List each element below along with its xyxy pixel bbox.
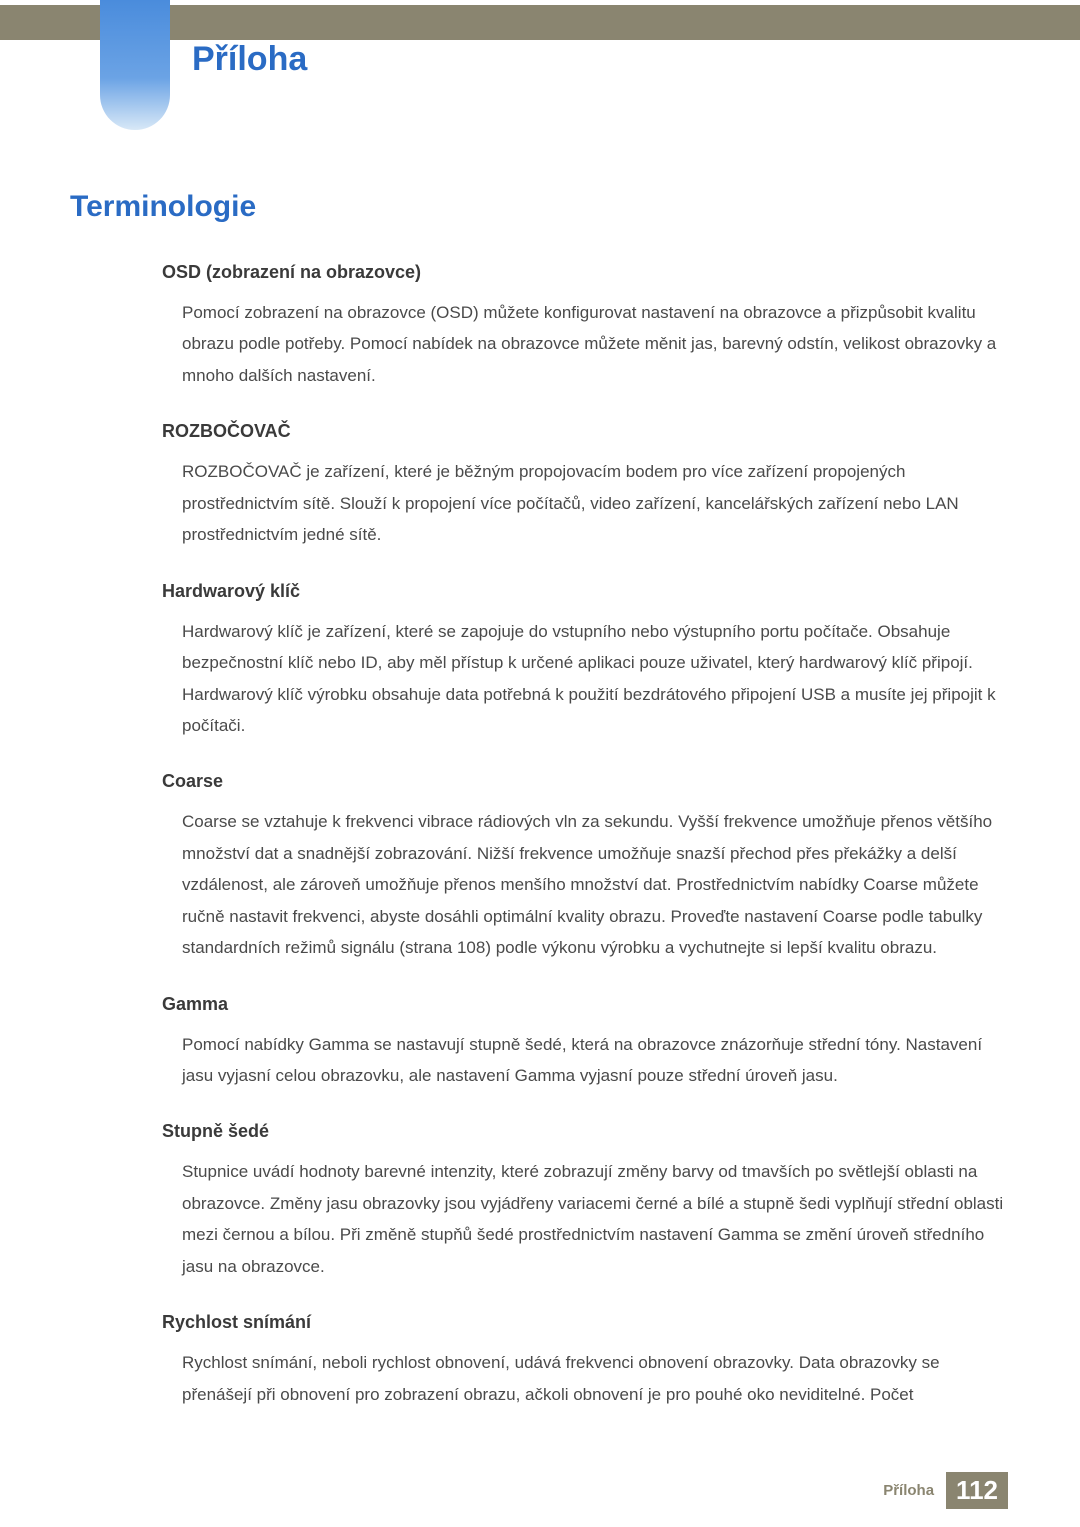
term-heading: Hardwarový klíč [162, 581, 1005, 602]
term-heading: Stupně šedé [162, 1121, 1005, 1142]
term-heading: Gamma [162, 994, 1005, 1015]
page-content: Terminologie OSD (zobrazení na obrazovce… [70, 190, 1005, 1440]
term-body: Rychlost snímání, neboli rychlost obnove… [182, 1347, 1005, 1410]
term-heading: ROZBOČOVAČ [162, 421, 1005, 442]
page-footer: Příloha 112 [883, 1472, 1008, 1509]
term-body: Pomocí nabídky Gamma se nastavují stupně… [182, 1029, 1005, 1092]
term-heading: Coarse [162, 771, 1005, 792]
term-body: Coarse se vztahuje k frekvenci vibrace r… [182, 806, 1005, 963]
chapter-tab [100, 0, 170, 130]
term-body: Hardwarový klíč je zařízení, které se za… [182, 616, 1005, 742]
footer-label: Příloha [883, 1482, 934, 1499]
term-block: ROZBOČOVAČ ROZBOČOVAČ je zařízení, které… [162, 421, 1005, 550]
section-title: Terminologie [70, 190, 1005, 224]
term-block: Stupně šedé Stupnice uvádí hodnoty barev… [162, 1121, 1005, 1282]
term-heading: OSD (zobrazení na obrazovce) [162, 262, 1005, 283]
footer-page-number: 112 [946, 1472, 1008, 1509]
term-block: Gamma Pomocí nabídky Gamma se nastavují … [162, 994, 1005, 1092]
term-body: Pomocí zobrazení na obrazovce (OSD) může… [182, 297, 1005, 391]
chapter-title: Příloha [192, 40, 307, 79]
term-block: OSD (zobrazení na obrazovce) Pomocí zobr… [162, 262, 1005, 391]
term-heading: Rychlost snímání [162, 1312, 1005, 1333]
term-block: Coarse Coarse se vztahuje k frekvenci vi… [162, 771, 1005, 963]
term-block: Hardwarový klíč Hardwarový klíč je zaříz… [162, 581, 1005, 742]
term-body: ROZBOČOVAČ je zařízení, které je běžným … [182, 456, 1005, 550]
term-block: Rychlost snímání Rychlost snímání, nebol… [162, 1312, 1005, 1410]
term-body: Stupnice uvádí hodnoty barevné intenzity… [182, 1156, 1005, 1282]
